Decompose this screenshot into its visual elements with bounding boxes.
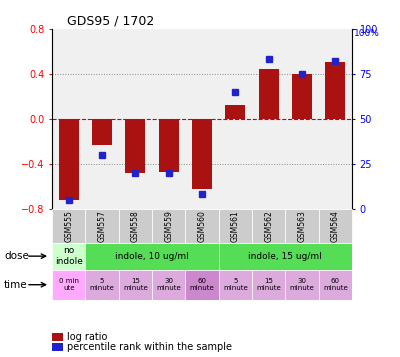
- Bar: [252, 209, 285, 243]
- Bar: [152, 270, 185, 300]
- Text: 60
minute: 60 minute: [190, 278, 214, 291]
- Bar: [52, 243, 85, 270]
- Bar: [185, 209, 219, 243]
- Bar: [85, 270, 119, 300]
- Bar: [225, 105, 245, 119]
- Text: GSM559: GSM559: [164, 210, 173, 242]
- Bar: [119, 270, 152, 300]
- Bar: [292, 74, 312, 119]
- Bar: [85, 209, 119, 243]
- Bar: [252, 270, 285, 300]
- Bar: [52, 270, 85, 300]
- Bar: [119, 209, 152, 243]
- Bar: [285, 270, 319, 300]
- Text: 30
minute: 30 minute: [156, 278, 181, 291]
- Text: time: time: [4, 280, 28, 290]
- Text: GDS95 / 1702: GDS95 / 1702: [67, 14, 154, 27]
- Bar: [152, 209, 185, 243]
- Text: GSM560: GSM560: [198, 210, 206, 242]
- Text: log ratio: log ratio: [67, 332, 107, 342]
- Bar: [159, 119, 179, 172]
- Text: 100%: 100%: [354, 29, 380, 37]
- Bar: [219, 209, 252, 243]
- Text: GSM555: GSM555: [64, 210, 73, 242]
- Bar: [325, 62, 345, 119]
- Bar: [85, 243, 219, 270]
- Text: indole, 15 ug/ml: indole, 15 ug/ml: [248, 252, 322, 261]
- Bar: [319, 270, 352, 300]
- Text: 30
minute: 30 minute: [290, 278, 314, 291]
- Text: GSM564: GSM564: [331, 210, 340, 242]
- Bar: [219, 243, 352, 270]
- Bar: [125, 119, 145, 173]
- Bar: [52, 209, 85, 243]
- Bar: [219, 270, 252, 300]
- Bar: [185, 270, 219, 300]
- Text: no
indole: no indole: [55, 246, 83, 266]
- Text: 60
minute: 60 minute: [323, 278, 348, 291]
- Bar: [52, 333, 62, 341]
- Text: GSM558: GSM558: [131, 210, 140, 242]
- Text: indole, 10 ug/ml: indole, 10 ug/ml: [115, 252, 189, 261]
- Text: 15
minute: 15 minute: [256, 278, 281, 291]
- Bar: [319, 209, 352, 243]
- Bar: [285, 209, 319, 243]
- Text: GSM561: GSM561: [231, 210, 240, 242]
- Bar: [192, 119, 212, 188]
- Text: 5
minute: 5 minute: [223, 278, 248, 291]
- Bar: [59, 119, 79, 200]
- Text: GSM557: GSM557: [98, 210, 106, 242]
- Text: 0 min
ute: 0 min ute: [59, 278, 79, 291]
- Bar: [92, 119, 112, 145]
- Bar: [259, 69, 279, 119]
- Text: percentile rank within the sample: percentile rank within the sample: [67, 342, 232, 352]
- Text: GSM563: GSM563: [298, 210, 306, 242]
- Text: 5
minute: 5 minute: [90, 278, 114, 291]
- Text: GSM562: GSM562: [264, 210, 273, 242]
- Bar: [52, 343, 62, 351]
- Text: 15
minute: 15 minute: [123, 278, 148, 291]
- Text: dose: dose: [4, 251, 29, 261]
